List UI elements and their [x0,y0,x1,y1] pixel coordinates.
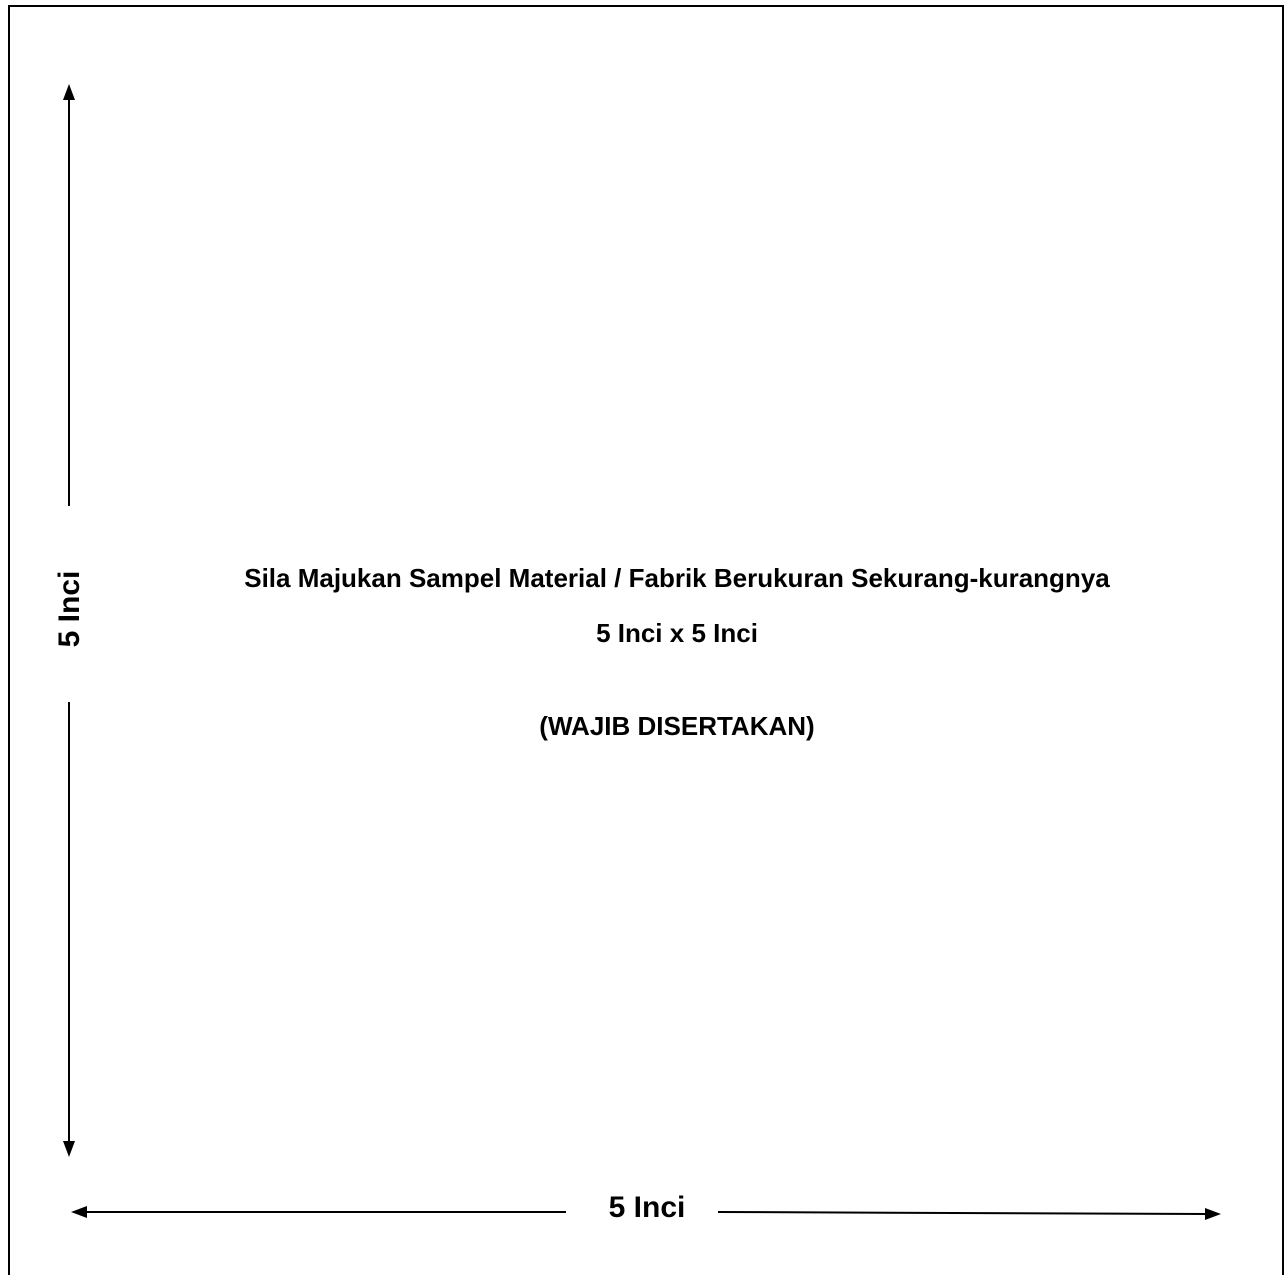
arrow-left-icon [71,1206,87,1218]
horizontal-arrow-right-line [717,1211,1208,1215]
mandatory-notice: (WAJIB DISERTAKAN) [539,711,815,741]
arrow-up-icon [63,84,75,100]
arrow-right-icon [1205,1208,1221,1220]
width-dimension-label: 5 Inci [608,1191,686,1224]
instruction-text-line-1: Sila Majukan Sampel Material / Fabrik Be… [244,563,1110,593]
sample-box-frame [8,5,1284,1275]
instruction-text-line-2: 5 Inci x 5 Inci [596,618,758,648]
arrow-down-icon [63,1141,75,1157]
